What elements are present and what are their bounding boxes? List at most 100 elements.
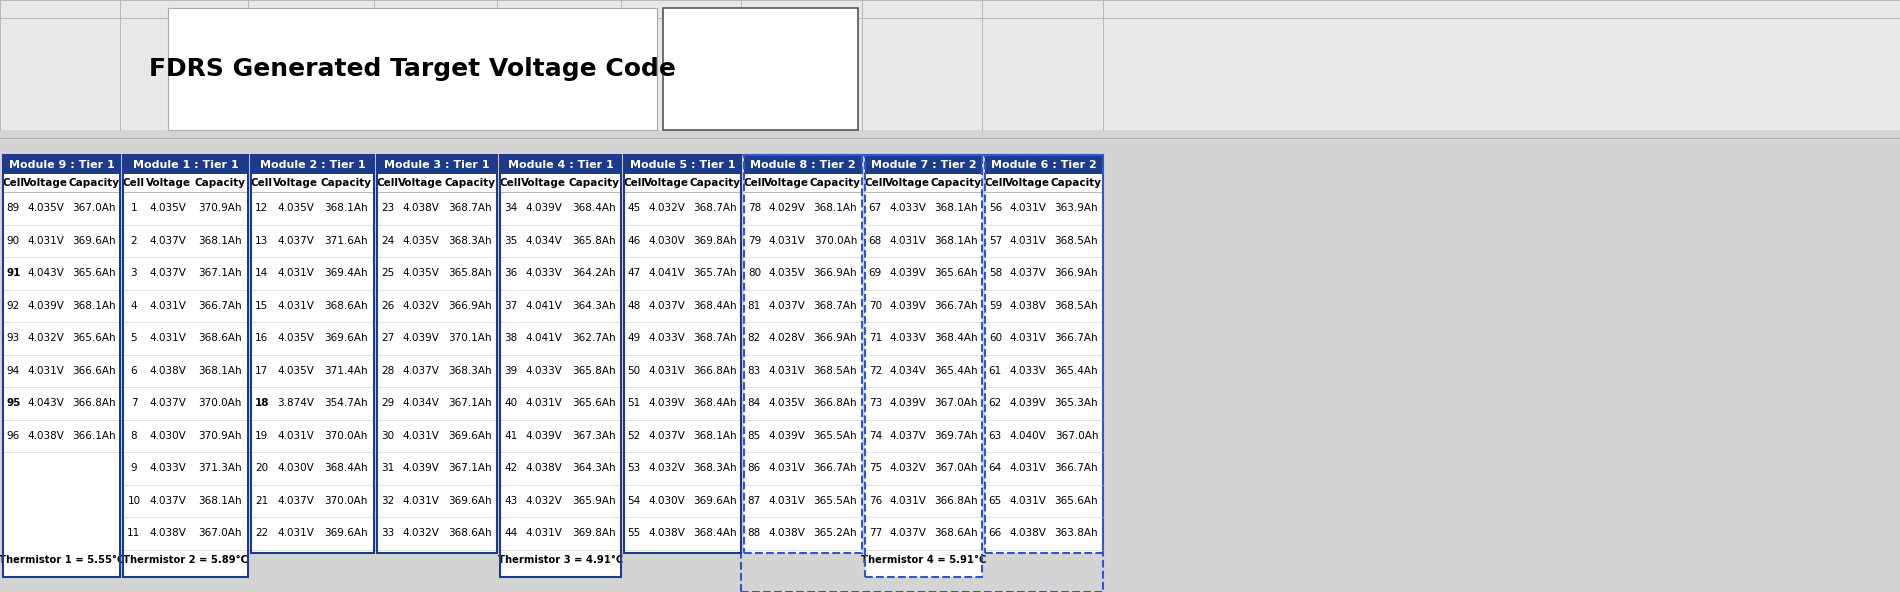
Text: Module 1 : Tier 1: Module 1 : Tier 1: [133, 159, 238, 169]
Text: 4.033V: 4.033V: [150, 464, 186, 473]
Text: 4.032V: 4.032V: [889, 464, 925, 473]
Text: 56: 56: [988, 203, 1001, 213]
Bar: [623, 155, 741, 552]
Text: 76: 76: [868, 496, 882, 506]
Text: 365.5Ah: 365.5Ah: [813, 496, 857, 506]
Text: 368.1Ah: 368.1Ah: [935, 236, 977, 246]
Text: 24: 24: [380, 236, 393, 246]
Bar: [864, 387, 982, 420]
Text: 92: 92: [6, 301, 19, 311]
Text: 4.031V: 4.031V: [1009, 333, 1047, 343]
Text: 4.030V: 4.030V: [150, 431, 186, 441]
Text: 367.3Ah: 367.3Ah: [572, 431, 616, 441]
Text: 51: 51: [627, 398, 640, 408]
Text: 366.9Ah: 366.9Ah: [1054, 268, 1098, 278]
Bar: [251, 192, 374, 224]
Bar: [745, 155, 863, 552]
Text: 4.031V: 4.031V: [1009, 496, 1047, 506]
Text: 366.9Ah: 366.9Ah: [813, 333, 857, 343]
Bar: [864, 289, 982, 322]
Text: 4.031V: 4.031V: [768, 464, 806, 473]
Text: 4.033V: 4.033V: [526, 268, 562, 278]
Text: Thermistor 3 = 4.91°C: Thermistor 3 = 4.91°C: [498, 555, 623, 565]
Text: 368.1Ah: 368.1Ah: [72, 301, 116, 311]
Bar: [745, 155, 863, 552]
Text: Voltage: Voltage: [23, 178, 68, 188]
Text: 73: 73: [868, 398, 882, 408]
Bar: [124, 289, 249, 322]
Text: 79: 79: [749, 236, 760, 246]
Bar: [984, 289, 1104, 322]
Bar: [500, 387, 621, 420]
Text: 4.037V: 4.037V: [150, 268, 186, 278]
Text: 21: 21: [255, 496, 268, 506]
Text: 4.035V: 4.035V: [277, 203, 314, 213]
Text: 4.028V: 4.028V: [768, 333, 806, 343]
Text: 4.039V: 4.039V: [403, 333, 439, 343]
Text: 367.1Ah: 367.1Ah: [448, 398, 492, 408]
Bar: [376, 420, 498, 452]
Text: 365.5Ah: 365.5Ah: [813, 431, 857, 441]
Text: 365.4Ah: 365.4Ah: [1054, 366, 1098, 376]
Text: 96: 96: [6, 431, 19, 441]
Bar: [4, 224, 120, 257]
Bar: [500, 517, 621, 549]
Text: 370.9Ah: 370.9Ah: [198, 431, 241, 441]
Text: 59: 59: [988, 301, 1001, 311]
Bar: [376, 192, 498, 224]
Text: 363.9Ah: 363.9Ah: [1054, 203, 1098, 213]
Text: 34: 34: [504, 203, 517, 213]
Bar: [251, 355, 374, 387]
Text: 365.3Ah: 365.3Ah: [1054, 398, 1098, 408]
Text: 90: 90: [8, 236, 19, 246]
Text: 4.035V: 4.035V: [277, 366, 314, 376]
Text: 3: 3: [131, 268, 137, 278]
Text: 365.8Ah: 365.8Ah: [572, 236, 616, 246]
Text: 4.037V: 4.037V: [403, 366, 439, 376]
Text: Module 9 : Tier 1: Module 9 : Tier 1: [10, 159, 114, 169]
Bar: [124, 174, 249, 192]
Text: 4.031V: 4.031V: [648, 366, 684, 376]
Text: Voltage: Voltage: [521, 178, 566, 188]
Text: 367.0Ah: 367.0Ah: [1054, 431, 1098, 441]
Bar: [984, 155, 1104, 552]
Bar: [623, 484, 741, 517]
Text: 368.5Ah: 368.5Ah: [1054, 236, 1098, 246]
Text: 368.1Ah: 368.1Ah: [198, 366, 241, 376]
Text: 368.4Ah: 368.4Ah: [694, 398, 737, 408]
Bar: [251, 289, 374, 322]
Text: 85: 85: [749, 431, 760, 441]
Bar: [124, 257, 249, 289]
Text: 4.039V: 4.039V: [889, 268, 925, 278]
Bar: [124, 155, 249, 577]
Text: 4.037V: 4.037V: [889, 431, 925, 441]
Text: 366.8Ah: 366.8Ah: [694, 366, 737, 376]
Text: Capacity: Capacity: [445, 178, 496, 188]
Text: Cell: Cell: [984, 178, 1007, 188]
Text: 31: 31: [380, 464, 393, 473]
Bar: [251, 452, 374, 484]
Text: 368.4Ah: 368.4Ah: [694, 301, 737, 311]
Text: 369.6Ah: 369.6Ah: [448, 431, 492, 441]
Text: 4.029V: 4.029V: [768, 203, 806, 213]
Text: Capacity: Capacity: [68, 178, 120, 188]
Text: 11: 11: [127, 528, 141, 538]
Bar: [376, 387, 498, 420]
Bar: [376, 155, 498, 174]
Text: 70: 70: [868, 301, 882, 311]
Text: 365.9Ah: 365.9Ah: [572, 496, 616, 506]
Text: 366.7Ah: 366.7Ah: [935, 301, 977, 311]
Text: 4.033V: 4.033V: [889, 203, 925, 213]
Text: 26: 26: [380, 301, 393, 311]
Text: 4.032V: 4.032V: [648, 464, 684, 473]
Text: 86: 86: [749, 464, 760, 473]
Text: 366.7Ah: 366.7Ah: [1054, 333, 1098, 343]
Bar: [500, 289, 621, 322]
Bar: [500, 155, 621, 577]
Text: 368.5Ah: 368.5Ah: [813, 366, 857, 376]
Text: Module 3 : Tier 1: Module 3 : Tier 1: [384, 159, 490, 169]
Text: 22: 22: [255, 528, 268, 538]
Bar: [376, 174, 498, 192]
Text: 366.9Ah: 366.9Ah: [813, 268, 857, 278]
Text: 49: 49: [627, 333, 640, 343]
